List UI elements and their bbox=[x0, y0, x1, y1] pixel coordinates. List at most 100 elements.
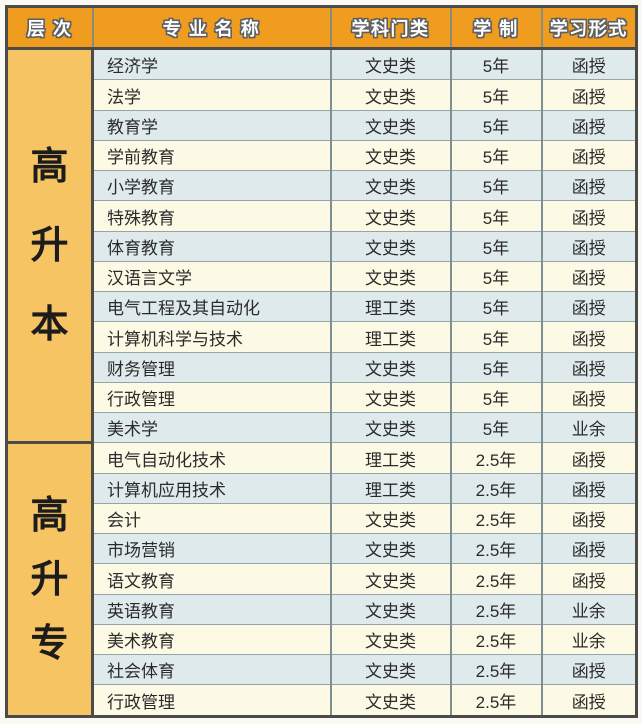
table-row: 高升本经济学 文史类 5年 函授 bbox=[6, 47, 637, 443]
category-cell: 文史类 bbox=[329, 230, 451, 262]
table-row: 财务管理 文史类 5年 函授 bbox=[7, 351, 637, 383]
study-mode-cell: 业余 bbox=[540, 623, 637, 655]
study-mode-cell: 函授 bbox=[540, 502, 637, 534]
major-cell: 小学教育 bbox=[91, 170, 331, 201]
table-header-row: 层 次 专 业 名 称 学科门类 学 制 学习形式 bbox=[6, 6, 637, 50]
duration-cell: 2.5年 bbox=[449, 593, 542, 625]
table-row: 行政管理 文史类 2.5年 函授 bbox=[7, 684, 637, 717]
category-cell: 文史类 bbox=[329, 260, 451, 292]
table-row: 计算机科学与技术 理工类 5年 函授 bbox=[7, 321, 637, 353]
duration-cell: 2.5年 bbox=[449, 563, 542, 595]
duration-cell: 2.5年 bbox=[449, 623, 542, 655]
duration-cell: 5年 bbox=[449, 291, 542, 322]
table-row: 高升专电气自动化技术 理工类 2.5年 函授 bbox=[6, 441, 637, 717]
study-mode-cell: 函授 bbox=[540, 109, 637, 141]
table-body: 高升本经济学 文史类 5年 函授 法学 文史类 5年 函授 教育学 文史类 5年 函授 学前教育 文史类 5… bbox=[6, 47, 637, 717]
major-cell: 体育教育 bbox=[91, 230, 331, 262]
major-cell: 美术学 bbox=[91, 412, 331, 443]
duration-cell: 5年 bbox=[449, 79, 542, 111]
duration-cell: 5年 bbox=[449, 230, 542, 262]
table-row: 美术教育 文史类 2.5年 业余 bbox=[7, 623, 637, 655]
table-row: 小学教育 文史类 5年 函授 bbox=[7, 170, 637, 201]
program-table: 层 次 专 业 名 称 学科门类 学 制 学习形式 高升本经济学 文史类 5年 函授法… bbox=[5, 5, 638, 718]
table-row: 英语教育 文史类 2.5年 业余 bbox=[7, 593, 637, 625]
level-label: 高升本 bbox=[8, 50, 91, 441]
duration-cell: 2.5年 bbox=[449, 533, 542, 564]
category-cell: 理工类 bbox=[329, 442, 451, 474]
major-cell: 电气工程及其自动化 bbox=[91, 291, 331, 322]
study-mode-cell: 函授 bbox=[540, 291, 637, 322]
major-cell: 电气自动化技术 bbox=[91, 442, 331, 474]
duration-cell: 2.5年 bbox=[449, 502, 542, 534]
major-cell: 经济学 bbox=[91, 47, 331, 80]
major-cell: 教育学 bbox=[91, 109, 331, 141]
duration-cell: 5年 bbox=[449, 260, 542, 292]
header-study-mode: 学习形式 bbox=[540, 6, 637, 50]
duration-cell: 5年 bbox=[449, 200, 542, 232]
category-cell: 文史类 bbox=[329, 563, 451, 595]
study-mode-cell: 函授 bbox=[540, 47, 637, 80]
study-mode-cell: 函授 bbox=[540, 381, 637, 413]
category-cell: 理工类 bbox=[329, 321, 451, 353]
header-duration: 学 制 bbox=[449, 6, 542, 50]
category-cell: 文史类 bbox=[329, 351, 451, 383]
major-cell: 社会体育 bbox=[91, 654, 331, 685]
category-cell: 文史类 bbox=[329, 533, 451, 564]
level-char: 升 bbox=[30, 558, 69, 601]
table-row: 特殊教育 文史类 5年 函授 bbox=[7, 200, 637, 232]
level-char: 专 bbox=[30, 622, 69, 665]
category-cell: 文史类 bbox=[329, 79, 451, 111]
category-cell: 文史类 bbox=[329, 170, 451, 201]
major-cell: 语文教育 bbox=[91, 563, 331, 595]
study-mode-cell: 函授 bbox=[540, 472, 637, 504]
category-cell: 文史类 bbox=[329, 593, 451, 625]
study-mode-cell: 函授 bbox=[540, 230, 637, 262]
duration-cell: 5年 bbox=[449, 412, 542, 443]
level-char: 本 bbox=[30, 303, 69, 346]
major-cell: 英语教育 bbox=[91, 593, 331, 625]
duration-cell: 2.5年 bbox=[449, 472, 542, 504]
header-category: 学科门类 bbox=[329, 6, 451, 50]
level-cell-高升专: 高升专 bbox=[6, 441, 94, 717]
major-cell: 美术教育 bbox=[91, 623, 331, 655]
table-row: 语文教育 文史类 2.5年 函授 bbox=[7, 563, 637, 595]
major-cell: 计算机科学与技术 bbox=[91, 321, 331, 353]
study-mode-cell: 函授 bbox=[540, 442, 637, 474]
duration-cell: 5年 bbox=[449, 381, 542, 413]
table-row: 体育教育 文史类 5年 函授 bbox=[7, 230, 637, 262]
table-row: 汉语言文学 文史类 5年 函授 bbox=[7, 260, 637, 292]
major-cell: 财务管理 bbox=[91, 351, 331, 383]
study-mode-cell: 函授 bbox=[540, 563, 637, 595]
study-mode-cell: 业余 bbox=[540, 593, 637, 625]
duration-cell: 5年 bbox=[449, 109, 542, 141]
study-mode-cell: 函授 bbox=[540, 321, 637, 353]
major-cell: 法学 bbox=[91, 79, 331, 111]
major-cell: 行政管理 bbox=[91, 684, 331, 717]
study-mode-cell: 函授 bbox=[540, 79, 637, 111]
study-mode-cell: 业余 bbox=[540, 412, 637, 443]
category-cell: 文史类 bbox=[329, 412, 451, 443]
duration-cell: 2.5年 bbox=[449, 654, 542, 685]
category-cell: 文史类 bbox=[329, 684, 451, 717]
table-row: 法学 文史类 5年 函授 bbox=[7, 79, 637, 111]
table-row: 美术学 文史类 5年 业余 bbox=[7, 412, 637, 443]
major-cell: 会计 bbox=[91, 502, 331, 534]
major-cell: 特殊教育 bbox=[91, 200, 331, 232]
level-char: 升 bbox=[30, 224, 69, 267]
study-mode-cell: 函授 bbox=[540, 684, 637, 717]
study-mode-cell: 函授 bbox=[540, 654, 637, 685]
study-mode-cell: 函授 bbox=[540, 533, 637, 564]
study-mode-cell: 函授 bbox=[540, 170, 637, 201]
duration-cell: 5年 bbox=[449, 321, 542, 353]
study-mode-cell: 函授 bbox=[540, 139, 637, 171]
major-cell: 市场营销 bbox=[91, 533, 331, 564]
study-mode-cell: 函授 bbox=[540, 351, 637, 383]
level-cell-高升本: 高升本 bbox=[6, 48, 94, 443]
level-label: 高升专 bbox=[8, 444, 91, 715]
category-cell: 文史类 bbox=[329, 654, 451, 685]
header-major: 专 业 名 称 bbox=[91, 6, 331, 50]
major-cell: 学前教育 bbox=[91, 139, 331, 171]
table-row: 社会体育 文史类 2.5年 函授 bbox=[7, 654, 637, 685]
duration-cell: 2.5年 bbox=[449, 684, 542, 717]
